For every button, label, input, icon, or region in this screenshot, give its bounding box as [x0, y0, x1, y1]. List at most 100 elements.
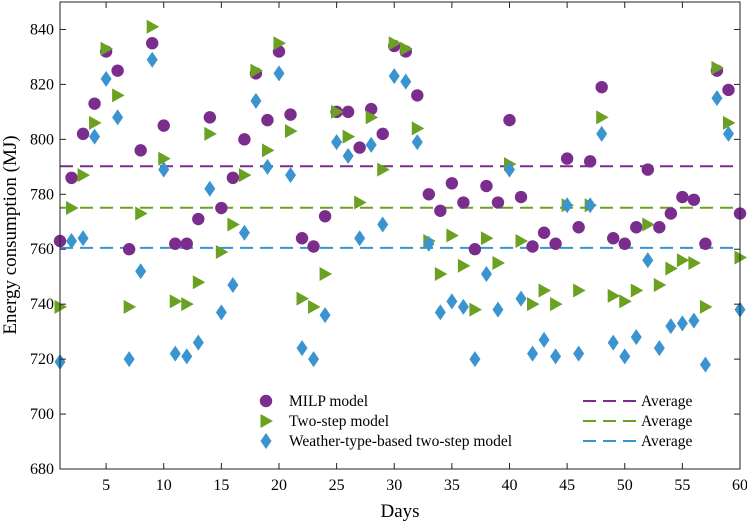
- x-tick-label: 45: [559, 477, 575, 494]
- point-circle-day-9: [146, 37, 159, 50]
- point-triangle-right-day-30: [388, 36, 402, 51]
- x-axis-title: Days: [380, 501, 419, 522]
- point-triangle-right-day-6: [112, 88, 125, 103]
- point-circle-day-50: [618, 237, 631, 250]
- point-circle-day-14: [203, 111, 217, 124]
- point-triangle-right-day-22: [296, 291, 310, 306]
- point-diamond-day-25: [331, 134, 343, 151]
- point-triangle-right-day-13: [192, 275, 206, 290]
- point-triangle-right-day-36: [457, 258, 471, 273]
- point-circle-day-15: [215, 201, 228, 215]
- y-tick-label: 820: [30, 76, 54, 93]
- point-triangle-right-day-27: [354, 195, 367, 210]
- point-diamond-day-34: [434, 304, 446, 321]
- point-triangle-right-day-2: [66, 201, 79, 216]
- x-tick-label: 35: [444, 477, 460, 494]
- point-diamond-day-38: [480, 265, 492, 282]
- point-diamond-day-15: [215, 304, 227, 321]
- point-triangle-right-day-38: [480, 231, 494, 246]
- point-diamond-day-28: [365, 136, 377, 153]
- point-circle-day-32: [411, 89, 424, 102]
- y-tick-label: 740: [30, 296, 54, 313]
- point-diamond-day-27: [354, 230, 366, 247]
- point-diamond-day-2: [66, 232, 78, 249]
- y-tick-label: 780: [30, 186, 54, 203]
- point-diamond-day-9: [146, 51, 158, 68]
- point-triangle-right-day-28: [365, 110, 379, 125]
- point-diamond-day-31: [400, 73, 412, 90]
- point-triangle-right-day-14: [204, 126, 217, 141]
- x-tick-label: 15: [213, 477, 229, 494]
- point-diamond-day-57: [699, 356, 711, 373]
- y-tick-label: 700: [30, 406, 54, 423]
- point-circle-day-26: [341, 105, 355, 119]
- legend-average-label: Average: [641, 393, 692, 410]
- legend-marker-triangle-right: [260, 414, 273, 428]
- point-triangle-right-day-46: [573, 283, 586, 298]
- point-diamond-day-26: [342, 147, 354, 164]
- point-diamond-day-54: [665, 318, 677, 335]
- point-circle-day-41: [514, 190, 528, 204]
- point-circle-day-44: [549, 237, 562, 250]
- x-tick-label: 55: [674, 477, 690, 494]
- point-triangle-right-day-24: [319, 266, 333, 281]
- point-diamond-day-5: [100, 70, 112, 87]
- point-triangle-right-day-3: [77, 168, 91, 183]
- point-diamond-day-50: [619, 348, 631, 365]
- point-triangle-right-day-32: [411, 121, 425, 136]
- legend: MILP model Two-step model Weather-type-bas…: [259, 393, 692, 450]
- point-triangle-right-day-59: [722, 115, 736, 130]
- point-triangle-right-day-37: [469, 302, 482, 317]
- point-diamond-day-48: [596, 125, 608, 142]
- point-diamond-day-21: [285, 167, 297, 184]
- point-triangle-right-day-49: [607, 288, 621, 303]
- point-circle-day-40: [503, 113, 516, 127]
- point-triangle-right-day-12: [181, 297, 194, 312]
- point-diamond-day-16: [227, 276, 239, 293]
- y-tick-label: 680: [30, 461, 54, 478]
- y-tick-label: 840: [30, 21, 54, 38]
- point-diamond-day-4: [89, 128, 101, 145]
- point-diamond-day-37: [469, 351, 481, 368]
- average-lines: [60, 165, 740, 249]
- x-tick-label: 60: [732, 477, 747, 494]
- point-diamond-day-32: [411, 134, 423, 151]
- point-triangle-right-day-26: [342, 129, 356, 144]
- point-triangle-right-day-43: [538, 283, 552, 298]
- point-diamond-day-49: [607, 334, 619, 351]
- point-diamond-day-11: [169, 345, 181, 362]
- point-triangle-right-day-19: [261, 143, 275, 158]
- point-diamond-day-45: [561, 197, 573, 214]
- point-triangle-right-day-54: [665, 261, 678, 276]
- point-circle-day-51: [630, 221, 643, 234]
- point-triangle-right-day-55: [676, 253, 690, 268]
- point-circle-day-39: [491, 196, 505, 209]
- point-circle-day-3: [76, 127, 90, 141]
- point-circle-day-33: [422, 188, 436, 201]
- point-circle-day-45: [560, 152, 574, 165]
- x-tick-label: 10: [156, 477, 172, 494]
- legend-marker-circle: [259, 394, 273, 408]
- point-triangle-right-day-41: [515, 233, 529, 248]
- point-diamond-day-24: [319, 307, 331, 324]
- point-triangle-right-day-58: [711, 60, 724, 75]
- point-circle-day-36: [457, 196, 470, 209]
- point-circle-day-22: [295, 232, 309, 245]
- legend-label: MILP model: [289, 393, 368, 410]
- point-triangle-right-day-29: [377, 162, 390, 177]
- y-axis-title: Energy consumption (MJ): [0, 135, 21, 334]
- x-tick-label: 5: [102, 477, 110, 494]
- legend-label: Weather-type-based two-step model: [289, 433, 512, 450]
- point-circle-day-49: [607, 232, 620, 245]
- point-circle-day-16: [226, 171, 240, 185]
- point-circle-day-37: [468, 243, 482, 256]
- point-diamond-day-23: [308, 351, 320, 368]
- point-circle-day-19: [261, 113, 274, 127]
- point-circle-day-12: [180, 237, 193, 250]
- point-diamond-day-33: [423, 235, 435, 252]
- point-triangle-right-day-5: [100, 41, 114, 56]
- point-circle-day-10: [157, 119, 170, 132]
- point-diamond-day-59: [722, 125, 734, 142]
- point-diamond-day-14: [204, 180, 216, 197]
